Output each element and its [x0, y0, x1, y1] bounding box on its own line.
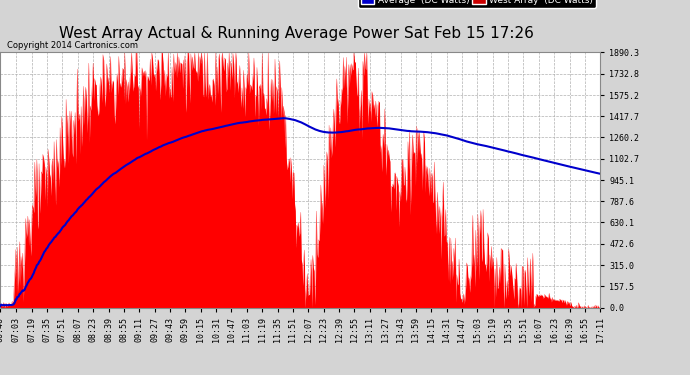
Text: Copyright 2014 Cartronics.com: Copyright 2014 Cartronics.com	[7, 41, 138, 50]
Legend: Average  (DC Watts), West Array  (DC Watts): Average (DC Watts), West Array (DC Watts…	[358, 0, 595, 8]
Text: West Array Actual & Running Average Power Sat Feb 15 17:26: West Array Actual & Running Average Powe…	[59, 26, 534, 41]
